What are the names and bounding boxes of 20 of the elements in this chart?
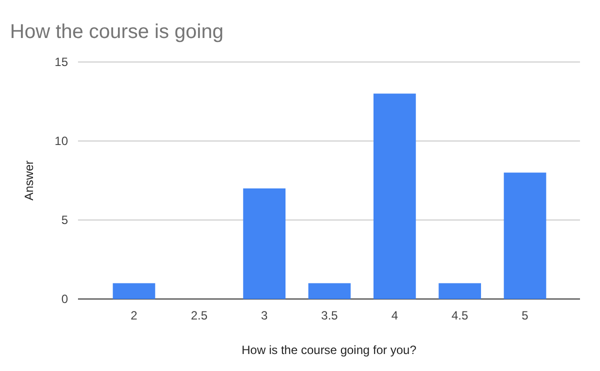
bar	[504, 172, 546, 299]
bar	[373, 94, 416, 299]
y-tick-label: 0	[61, 292, 68, 306]
bar	[243, 188, 286, 299]
y-tick-label: 15	[54, 54, 68, 69]
x-tick-label: 4.5	[451, 308, 469, 323]
x-tick-label: 5	[522, 308, 529, 323]
x-tick-label: 2.5	[190, 308, 208, 323]
x-tick-label: 3	[260, 308, 268, 323]
x-tick-label: 3.5	[321, 308, 338, 323]
bar	[112, 283, 156, 299]
x-tick-label: 2	[130, 308, 138, 323]
chart-title: How the course is going	[10, 21, 224, 43]
y-tick-label: 5	[61, 212, 68, 227]
x-tick-label: 4	[391, 308, 398, 323]
bar	[438, 283, 482, 299]
y-axis-title: Answer	[22, 160, 36, 201]
x-axis-title: How is the course going for you?	[242, 343, 417, 357]
bar	[308, 283, 351, 299]
y-tick-label: 10	[54, 134, 68, 148]
